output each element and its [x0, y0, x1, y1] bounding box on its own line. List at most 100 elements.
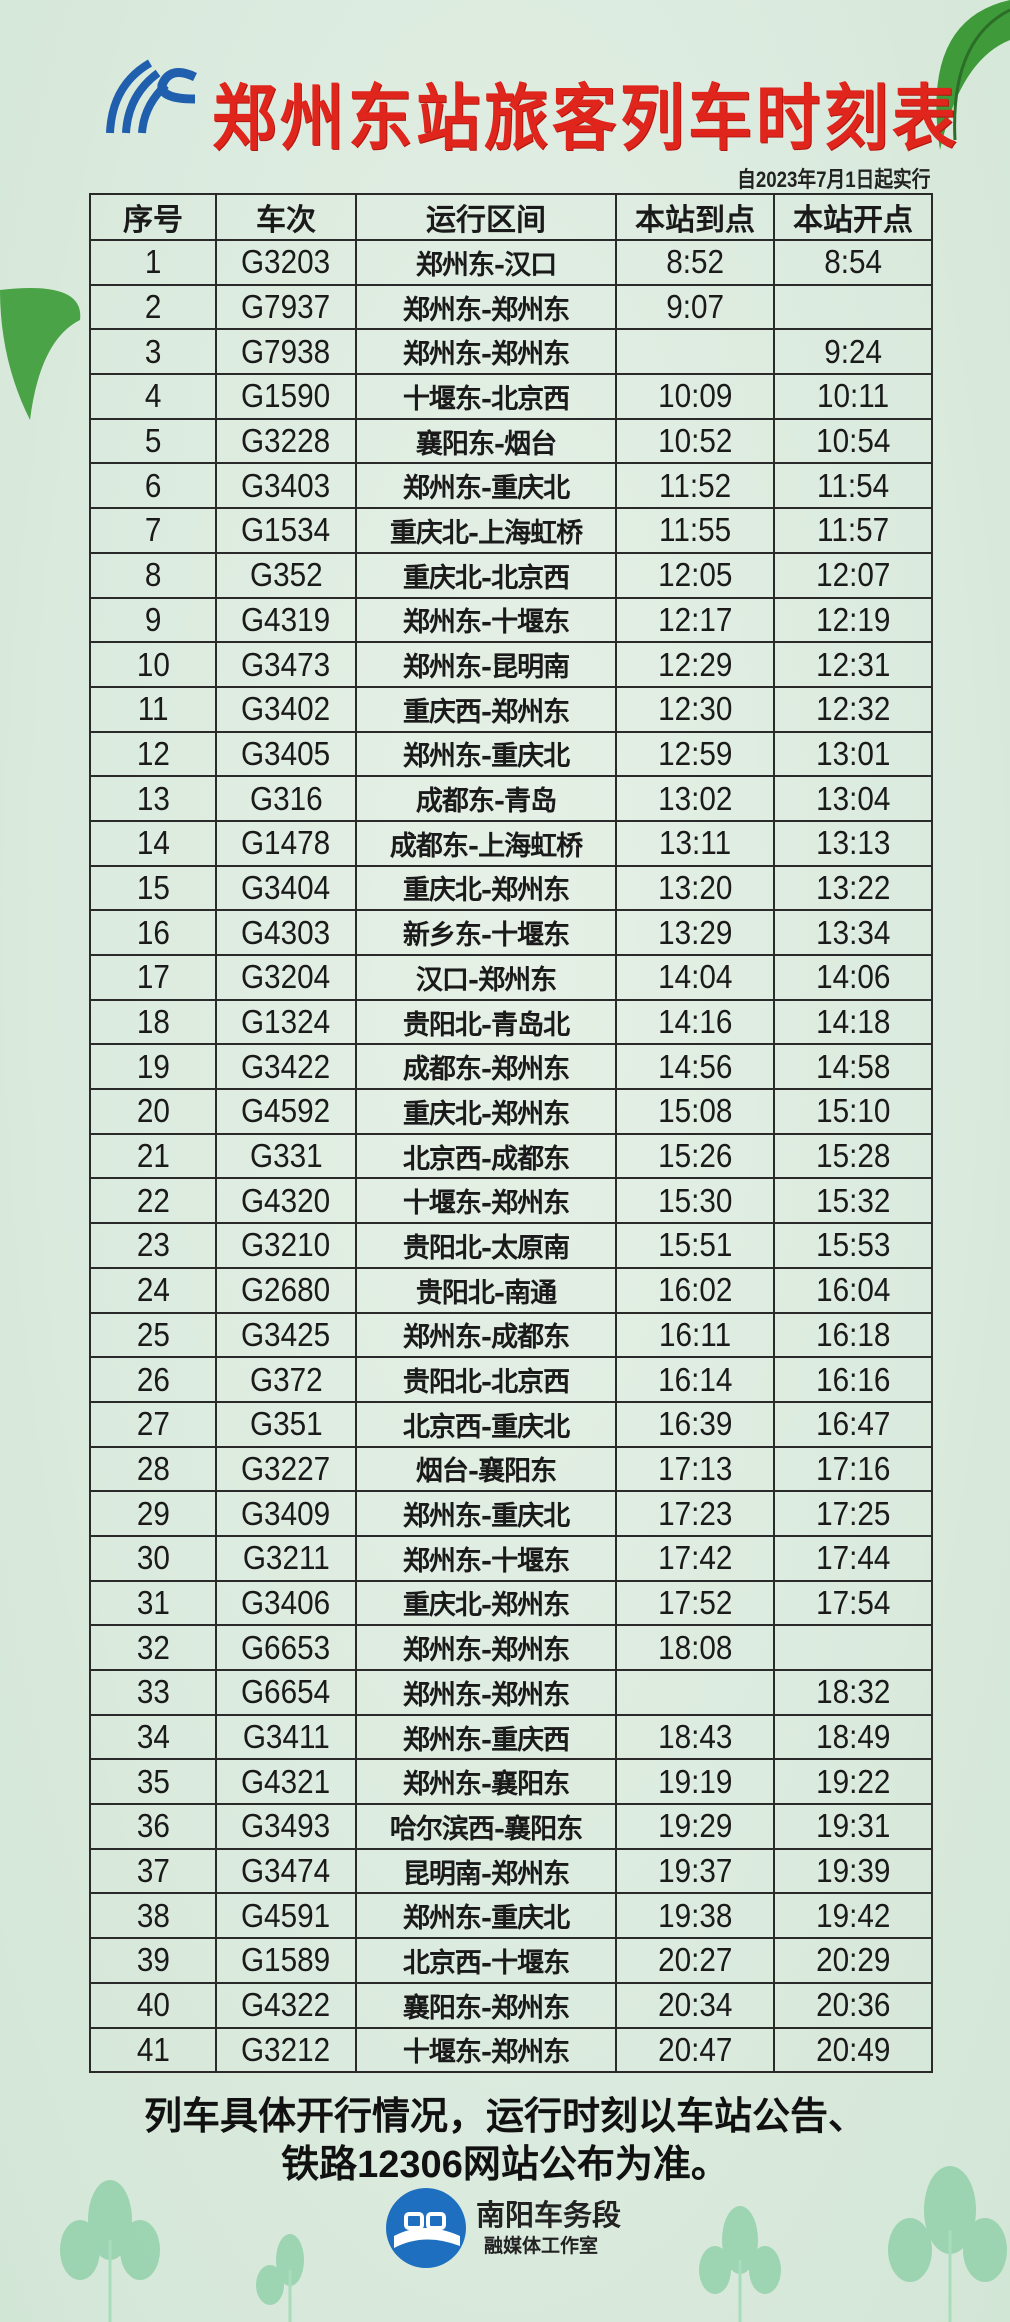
- effective-date: 自2023年7月1日起实行: [736, 167, 930, 192]
- departure-value: 10:54: [815, 422, 891, 460]
- train-value: G1589: [241, 1941, 331, 1979]
- cell-number: 24: [89, 1266, 217, 1314]
- column-header-number: 序号: [89, 193, 217, 241]
- cell-route: 重庆北-郑州东: [355, 1088, 617, 1135]
- departure-value: 12:32: [815, 690, 891, 728]
- table-row: 32 G6653 郑州东-郑州东 18:08: [89, 1624, 933, 1671]
- cell-arrival: 20:27: [615, 1937, 775, 1984]
- cell-route: 哈尔滨西-襄阳东: [355, 1803, 617, 1850]
- route-value: 贵阳北-南通: [415, 1277, 557, 1309]
- table-row: 30 G3211 郑州东-十堰东 17:42 17:44: [89, 1534, 933, 1582]
- arrival-value: 19:29: [657, 1807, 733, 1845]
- cell-departure: 12:19: [773, 596, 933, 644]
- header: 郑州东站旅客列车时刻表: [100, 55, 956, 161]
- route-value: 贵阳北-太原南: [402, 1232, 570, 1264]
- cell-departure: 16:18: [773, 1311, 933, 1359]
- cell-departure: 20:29: [773, 1937, 933, 1984]
- table-row: 6 G3403 郑州东-重庆北 11:52 11:54: [89, 462, 933, 510]
- cell-route: 十堰东-郑州东: [355, 1177, 617, 1225]
- cell-train: G3409: [215, 1490, 357, 1537]
- cell-route: 襄阳东-郑州东: [355, 1981, 617, 2029]
- cell-departure: 20:36: [773, 1981, 933, 2029]
- number-value: 37: [136, 1852, 170, 1890]
- cell-train: G3411: [215, 1713, 357, 1761]
- cell-arrival: 20:34: [615, 1981, 775, 2029]
- departure-value: 18:32: [815, 1673, 891, 1711]
- route-value: 郑州东-重庆北: [402, 473, 570, 505]
- cell-route: 襄阳东-烟台: [355, 417, 617, 465]
- palm-leaf-top-right-icon: [936, 0, 1010, 150]
- cell-arrival: 19:37: [615, 1847, 775, 1895]
- table-row: 8 G352 重庆北-北京西 12:05 12:07: [89, 551, 933, 599]
- cell-number: 26: [89, 1356, 217, 1403]
- cell-train: G3210: [215, 1222, 357, 1269]
- arrival-value: 17:13: [657, 1449, 733, 1487]
- cell-route: 昆明南-郑州东: [355, 1847, 617, 1895]
- cell-number: 37: [89, 1847, 217, 1895]
- arrival-value: 19:37: [657, 1852, 733, 1890]
- cell-train: G3204: [215, 954, 357, 1001]
- cell-route: 新乡东-十堰东: [355, 909, 617, 956]
- cell-departure: 13:13: [773, 819, 933, 867]
- departure-value: 8:54: [824, 243, 882, 281]
- cell-route: 郑州东-襄阳东: [355, 1758, 617, 1806]
- cell-route: 北京西-成都东: [355, 1132, 617, 1180]
- cell-train: G3425: [215, 1311, 357, 1359]
- table-row: 10 G3473 郑州东-昆明南 12:29 12:31: [89, 641, 933, 688]
- cell-train: G3402: [215, 685, 357, 733]
- cell-departure: 13:01: [773, 730, 933, 778]
- train-value: G316: [249, 779, 323, 817]
- cell-departure: 17:54: [773, 1579, 933, 1627]
- number-value: 28: [136, 1449, 170, 1487]
- cell-route: 郑州东-郑州东: [355, 328, 617, 376]
- cell-arrival: 15:51: [615, 1222, 775, 1269]
- cell-route: 贵阳北-北京西: [355, 1356, 617, 1403]
- departure-value: 20:49: [815, 2030, 891, 2068]
- table-row: 34 G3411 郑州东-重庆西 18:43 18:49: [89, 1713, 933, 1761]
- cell-number: 31: [89, 1579, 217, 1627]
- arrival-value: 16:11: [658, 1315, 732, 1353]
- cell-number: 41: [89, 2026, 217, 2074]
- organization: 南阳车务段 融媒体工作室: [384, 2186, 684, 2268]
- route-value: 郑州东-重庆北: [402, 1501, 570, 1533]
- arrival-value: 18:08: [657, 1628, 733, 1666]
- train-value: G1478: [241, 824, 331, 862]
- table-row: 1 G3203 郑州东-汉口 8:52 8:54: [89, 239, 933, 286]
- number-value: 19: [136, 1047, 170, 1085]
- cell-route: 郑州东-汉口: [355, 239, 617, 286]
- train-value: G3406: [241, 1583, 331, 1621]
- departure-value: 14:58: [815, 1047, 891, 1085]
- train-value: G3210: [241, 1226, 331, 1264]
- train-value: G351: [249, 1405, 323, 1443]
- route-value: 重庆北-北京西: [402, 562, 570, 594]
- table-row: 29 G3409 郑州东-重庆北 17:23 17:25: [89, 1490, 933, 1537]
- departure-value: 12:19: [815, 600, 891, 638]
- number-value: 10: [136, 645, 170, 683]
- train-value: G3212: [241, 2030, 331, 2068]
- departure-value: 19:31: [815, 1807, 891, 1845]
- cell-route: 成都东-上海虹桥: [355, 819, 617, 867]
- train-value: G4592: [241, 1092, 331, 1130]
- cell-train: G6653: [215, 1624, 357, 1671]
- cell-number: 18: [89, 998, 217, 1046]
- number-value: 21: [136, 1137, 170, 1175]
- table-row: 7 G1534 重庆北-上海虹桥 11:55 11:57: [89, 507, 933, 554]
- cell-departure: 14:18: [773, 998, 933, 1046]
- cell-arrival: 14:16: [615, 998, 775, 1046]
- cell-number: 9: [89, 596, 217, 644]
- number-value: 40: [136, 1986, 170, 2024]
- departure-value: 10:11: [816, 377, 890, 415]
- cell-route: 贵阳北-太原南: [355, 1222, 617, 1269]
- cell-arrival: 15:30: [615, 1177, 775, 1225]
- cell-route: 郑州东-重庆北: [355, 462, 617, 510]
- route-value: 新乡东-十堰东: [402, 920, 570, 952]
- number-value: 15: [136, 868, 170, 906]
- route-value: 十堰东-郑州东: [402, 2037, 570, 2069]
- org-name: 南阳车务段: [476, 2200, 622, 2232]
- cell-departure: 11:57: [773, 507, 933, 554]
- table-row: 40 G4322 襄阳东-郑州东 20:34 20:36: [89, 1981, 933, 2029]
- number-value: 1: [144, 243, 162, 281]
- cell-arrival: 14:56: [615, 1043, 775, 1091]
- departure-value: 16:47: [815, 1405, 891, 1443]
- cell-departure: 12:07: [773, 551, 933, 599]
